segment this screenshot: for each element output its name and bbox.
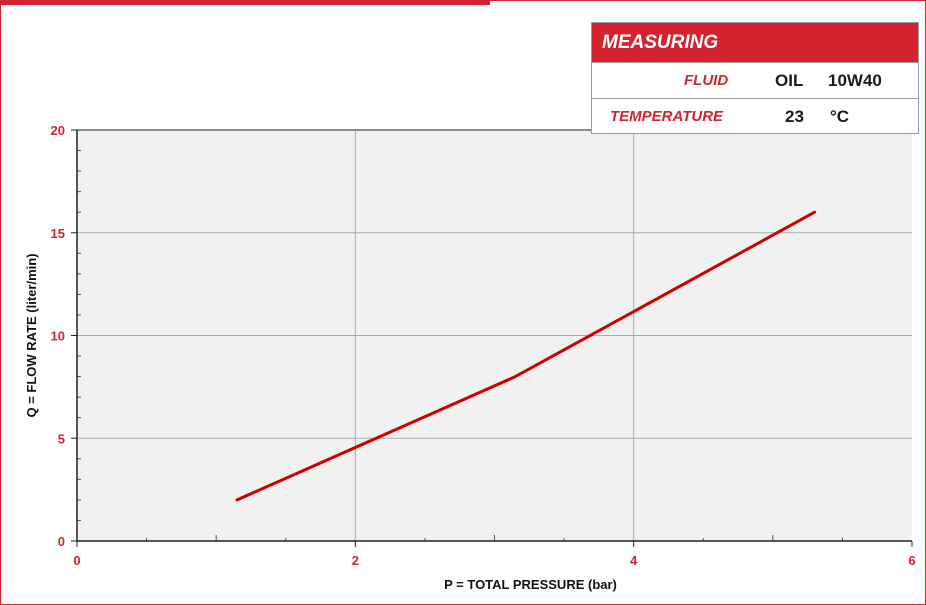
x-tick-label-2: 2 [352,553,359,568]
y-tick-label-20: 20 [51,123,65,138]
fluid-row: FLUID OIL 10W40 [592,62,918,98]
y-tick-labels: 0 5 10 15 20 [51,123,65,549]
x-tick-label-0: 0 [73,553,80,568]
fluid-value-oil: OIL [775,71,804,90]
x-tick-labels: 0 2 4 6 [73,553,915,568]
y-tick-label-15: 15 [51,226,65,241]
grid-lines [77,130,912,541]
top-accent-bar [0,0,490,5]
measuring-header: MEASURING [592,23,918,62]
series-line-0 [235,210,817,502]
fluid-value-grade: 10W40 [828,71,882,90]
top-accent-line [490,0,926,1]
temperature-unit: °C [830,107,850,126]
measuring-table: MEASURING FLUID OIL 10W40 TEMPERATURE 23… [591,22,919,134]
x-tick-label-6: 6 [908,553,915,568]
temperature-row: TEMPERATURE 23 °C [592,98,918,134]
series-layer [235,210,817,502]
temperature-value: 23 [785,107,804,126]
x-axis-title: P = TOTAL PRESSURE (bar) [444,577,617,592]
fluid-label: FLUID [684,72,729,89]
x-tick-label-4: 4 [630,553,638,568]
y-tick-label-5: 5 [58,431,65,446]
y-axis-title: Q = FLOW RATE (liter/min) [24,253,39,417]
y-tick-label-0: 0 [58,534,65,549]
temperature-label: TEMPERATURE [610,108,724,125]
y-tick-label-10: 10 [51,329,65,344]
